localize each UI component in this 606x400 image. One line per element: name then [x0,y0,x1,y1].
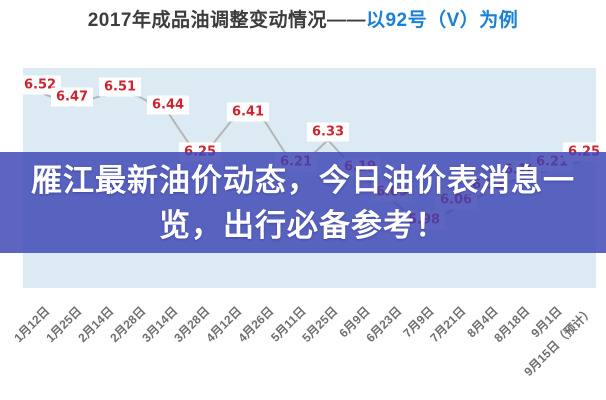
value-label: 6.44 [146,95,190,114]
value-label: 6.52 [18,75,62,94]
value-label: 6.33 [306,122,350,142]
value-label: 6.51 [98,77,142,97]
chart-title-highlight: 以92号（V）为例 [365,10,519,31]
chart-title: 2017年成品油调整变动情况——以92号（V）为例 [0,7,606,34]
headline-line-2: 览，出行必备参考！ [159,207,447,243]
headline-banner: 雁江最新油价动态，今日油价表消息一 览，出行必备参考！ [0,152,606,253]
value-label: 6.41 [226,102,270,122]
headline-line-1: 雁江最新油价动态，今日油价表消息一 [31,162,575,198]
value-label: 6.47 [50,87,94,107]
chart-title-main: 2017年成品油调整变动情况—— [87,10,366,31]
